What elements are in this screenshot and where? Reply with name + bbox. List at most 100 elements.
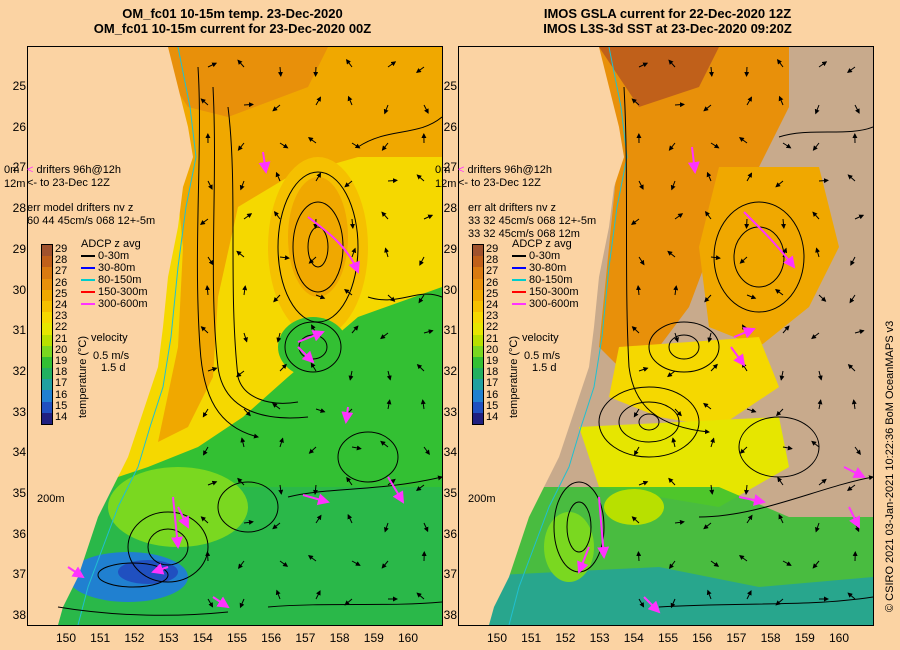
left-current-vectors: [199, 59, 434, 609]
current-vector: [775, 288, 784, 296]
lon-label: 153: [589, 631, 610, 645]
lat-label: 29: [12, 241, 26, 256]
lon-label: 157: [726, 631, 747, 645]
colorbar-tick: 15: [486, 399, 499, 412]
current-vector: [243, 519, 254, 525]
lon-label: 151: [521, 631, 542, 645]
right-err-title: err alt drifters nv z: [468, 202, 557, 214]
current-vector: [811, 332, 820, 340]
current-vector: [380, 440, 389, 448]
current-vector: [710, 560, 720, 567]
current-vector: [739, 446, 748, 454]
left-title-line2: OM_fc01 10-15m current for 23-Dec-2020 0…: [93, 21, 372, 36]
current-vector: [738, 137, 748, 144]
colorbar-tick: 15: [55, 399, 68, 412]
adcp-legend-label: 30-80m: [98, 262, 136, 274]
left-map-graphic: [28, 47, 442, 625]
colorbar-swatch: [473, 278, 483, 290]
current-vector: [779, 370, 785, 381]
current-vector: [782, 445, 793, 451]
lon-label: 151: [90, 631, 111, 645]
colorbar-swatch: [42, 256, 52, 268]
current-vector: [846, 66, 856, 73]
current-vector: [782, 560, 792, 566]
lat-label: 28: [12, 201, 26, 216]
current-vector: [416, 174, 425, 182]
adcp-legend-label: 80-150m: [98, 274, 142, 286]
lat-label: 26: [12, 119, 26, 134]
lat-label: 33: [443, 404, 457, 419]
velocity-title: velocity: [522, 332, 559, 344]
right-title-line1: IMOS GSLA current for 22-Dec-2020 12Z: [543, 6, 792, 21]
current-vector: [203, 446, 209, 456]
adcp-legend-item: 0-30m: [81, 250, 148, 262]
colorbar-tick: 18: [486, 366, 499, 379]
colorbar-swatch: [42, 368, 52, 380]
left-depth-200m-label: 200m: [37, 493, 65, 505]
current-vector: [636, 285, 641, 296]
left-panel-title: OM_fc01 10-15m temp. 23-Dec-2020 OM_fc01…: [25, 6, 440, 36]
lon-label: 154: [623, 631, 644, 645]
current-vector: [239, 598, 245, 609]
right-error-stats: err alt drifters nv z 33 32 45cm/s 068 1…: [468, 202, 596, 241]
current-vector: [386, 370, 392, 381]
right-err-values1: 33 32 45cm/s 068 12+-5m: [468, 215, 597, 227]
colorbar-tick: 20: [55, 343, 68, 356]
left-err-title: err model drifters nv z: [27, 202, 134, 214]
current-vector: [778, 95, 784, 106]
adcp-legend-item: 0-30m: [512, 250, 579, 262]
current-vector: [854, 214, 865, 220]
colorbar-tick: 17: [486, 377, 499, 390]
colorbar-swatch: [42, 267, 52, 279]
current-vector: [746, 96, 753, 106]
colorbar-swatch: [42, 312, 52, 324]
current-vector: [638, 480, 649, 486]
legend-arrow-icon: [512, 291, 526, 293]
lat-label: 31: [443, 323, 457, 338]
current-vector: [239, 180, 245, 191]
lon-label: 160: [397, 631, 419, 645]
colorbar-tick: 22: [55, 321, 68, 334]
current-vector: [703, 402, 712, 410]
lon-label: 158: [329, 631, 350, 645]
current-vector: [638, 180, 644, 190]
current-vector: [710, 437, 715, 448]
current-vector: [776, 408, 784, 417]
current-vector: [315, 590, 321, 600]
current-vector: [236, 370, 245, 378]
left-error-stats: err model drifters nv z 60 44 45cm/s 068…: [27, 202, 155, 228]
colorbar-swatch: [42, 345, 52, 357]
lat-label: 27: [12, 160, 26, 175]
colorbar-tick: 28: [486, 254, 499, 267]
colorbar-swatch: [42, 300, 52, 313]
current-vector: [673, 285, 679, 296]
colorbar-swatch: [473, 289, 483, 301]
current-vector: [671, 437, 677, 448]
current-vector: [384, 522, 389, 533]
current-vector: [814, 104, 820, 115]
colorbar-tick: 14: [486, 411, 499, 423]
current-vector: [279, 363, 287, 372]
current-vector: [351, 445, 362, 451]
current-vector: [315, 408, 326, 413]
current-vector: [346, 476, 353, 486]
current-vector: [423, 104, 429, 114]
colorbar-tick: 29: [55, 243, 68, 255]
current-vector: [775, 180, 784, 188]
colorbar-tick: 25: [486, 287, 499, 300]
lat-label: 38: [443, 608, 457, 623]
lon-label: 157: [295, 631, 316, 645]
current-vector: [243, 102, 254, 108]
left-title-line1: OM_fc01 10-15m temp. 23-Dec-2020: [122, 6, 343, 21]
lat-label: 38: [12, 608, 26, 623]
colorbar-tick: 21: [486, 332, 499, 345]
current-vector: [381, 211, 389, 220]
current-vector: [738, 555, 748, 562]
current-vector: [349, 218, 355, 229]
velocity-scale: 0.5 m/s: [93, 350, 130, 362]
colorbar-swatch: [42, 334, 52, 346]
colorbar-strip: [472, 244, 484, 425]
current-vector: [746, 172, 753, 182]
current-vector: [668, 59, 676, 68]
right-err-values2: 33 32 45cm/s 068 12m: [468, 228, 580, 240]
